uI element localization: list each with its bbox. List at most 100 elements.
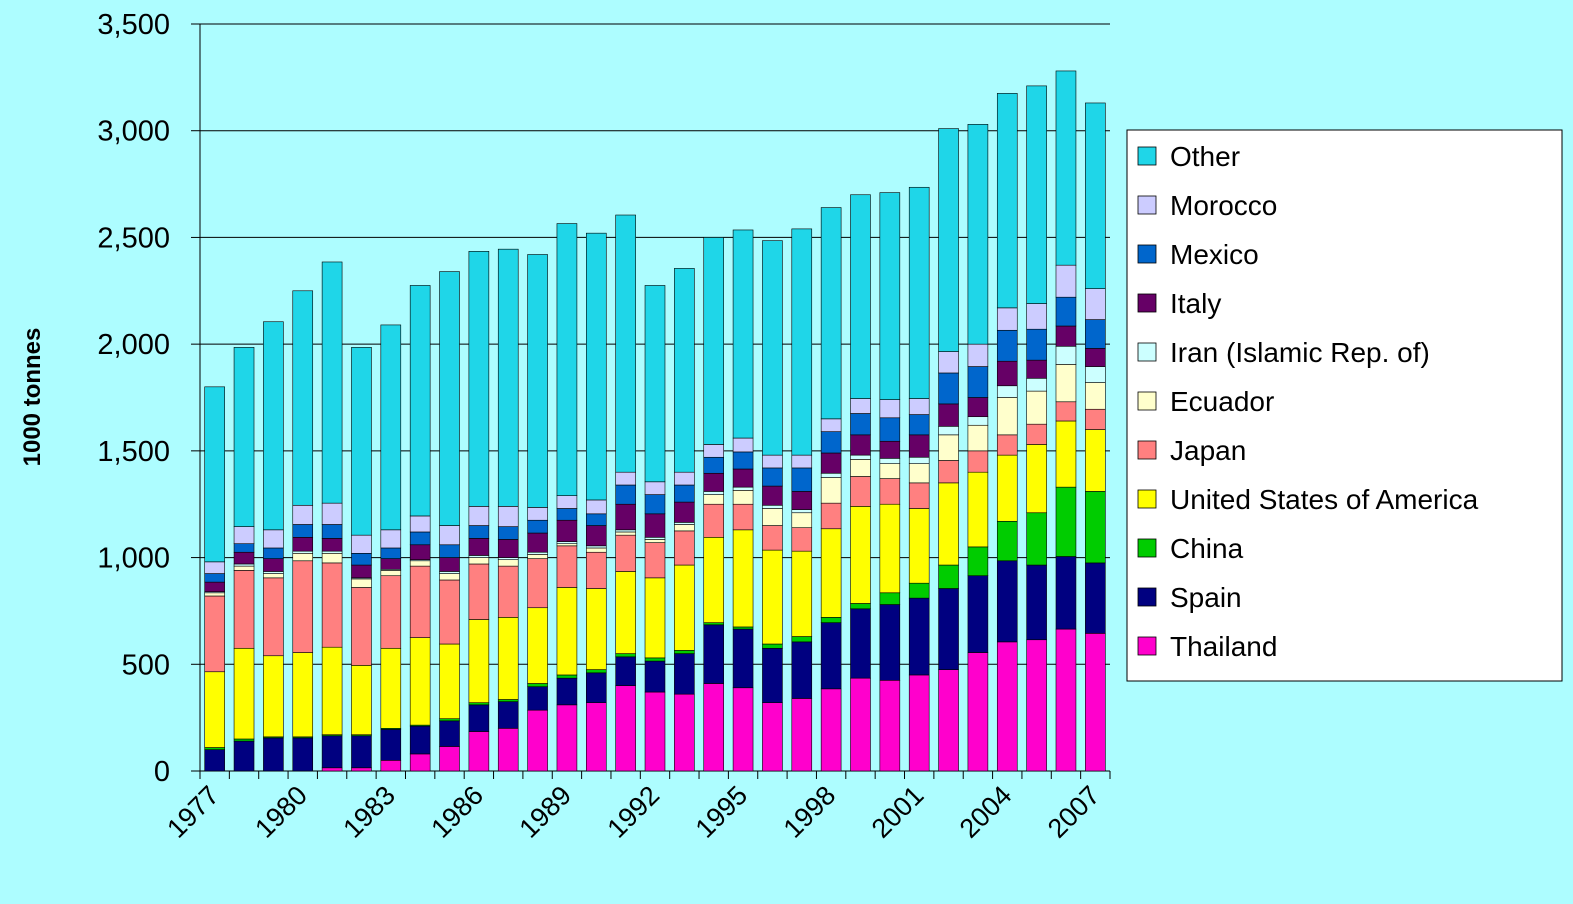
bar-segment <box>351 579 371 588</box>
x-tick-label: 2007 <box>1042 780 1106 844</box>
bar-segment <box>909 464 929 483</box>
legend-label: Japan <box>1170 435 1246 466</box>
bar-segment <box>410 561 430 566</box>
bar-segment <box>263 559 283 572</box>
bar-segment <box>1085 367 1105 383</box>
bar-segment <box>322 524 342 538</box>
bar-segment <box>293 553 313 560</box>
bar-segment <box>586 670 606 673</box>
bar-segment <box>674 531 694 565</box>
legend-swatch <box>1138 147 1156 165</box>
bar-segment <box>645 537 665 539</box>
x-tick-label: 1980 <box>249 780 313 844</box>
bar-segment <box>733 688 753 771</box>
bar-segment <box>939 670 959 771</box>
bar-segment <box>205 562 225 574</box>
bar-segment <box>939 404 959 426</box>
bar-segment <box>616 472 636 485</box>
bar-segment <box>381 576 401 649</box>
bar-segment <box>234 648 254 739</box>
bar-segment <box>263 548 283 559</box>
bar-segment <box>557 675 577 678</box>
y-tick-label: 2,500 <box>97 222 170 254</box>
bar-segment <box>733 629 753 688</box>
bar-segment <box>1085 633 1105 771</box>
bar-segment <box>968 344 988 366</box>
x-tick-label: 1986 <box>425 780 489 844</box>
bar-segment <box>410 532 430 545</box>
bar-segment <box>762 505 782 508</box>
x-tick-label: 1983 <box>337 780 401 844</box>
bar-segment <box>674 472 694 485</box>
bar-segment <box>645 658 665 661</box>
bar-segment <box>939 352 959 373</box>
bar-segment <box>263 322 283 530</box>
bar-segment <box>939 589 959 670</box>
bar-segment <box>762 486 782 505</box>
bar-segment <box>586 548 606 552</box>
bar-segment <box>968 124 988 344</box>
bar-segment <box>645 285 665 481</box>
bar-segment <box>440 746 460 771</box>
bar-segment <box>498 700 518 702</box>
bar-segment <box>410 726 430 754</box>
bar-segment <box>939 129 959 352</box>
bar-segment <box>498 558 518 560</box>
bar-segment <box>1056 326 1076 346</box>
bar-segment <box>586 546 606 548</box>
bar-segment <box>733 530 753 627</box>
bar-segment <box>293 738 313 771</box>
bar-segment <box>234 552 254 564</box>
bar-segment <box>381 325 401 530</box>
bar-segment <box>322 563 342 647</box>
x-tick-label: 1998 <box>778 780 842 844</box>
bar-segment <box>939 460 959 482</box>
bar-segment <box>939 435 959 461</box>
bar-segment <box>821 503 841 529</box>
bar-segment <box>381 530 401 548</box>
bar-segment <box>440 580 460 644</box>
bar-segment <box>1027 513 1047 565</box>
bar-segment <box>293 537 313 551</box>
bar-segment <box>909 583 929 598</box>
bar-segment <box>469 564 489 619</box>
bar-segment <box>704 491 724 494</box>
bar-segment <box>880 193 900 400</box>
legend-swatch <box>1138 294 1156 312</box>
bar-segment <box>381 760 401 771</box>
bar-segment <box>880 504 900 593</box>
bar-segment <box>997 386 1017 398</box>
bar-segment <box>851 399 871 414</box>
bar-segment <box>733 469 753 487</box>
bar-segment <box>440 545 460 558</box>
bar-segment <box>498 249 518 506</box>
bar-segment <box>674 522 694 524</box>
bar-segment <box>1056 364 1076 401</box>
bar-segment <box>469 619 489 702</box>
legend-label: Spain <box>1170 582 1242 613</box>
bar-segment <box>968 398 988 417</box>
bar-segment <box>880 400 900 418</box>
bar-segment <box>234 544 254 553</box>
bar-segment <box>586 233 606 500</box>
bar-segment <box>645 495 665 514</box>
bar-segment <box>322 538 342 551</box>
bar-segment <box>205 672 225 748</box>
bar-segment <box>733 490 753 504</box>
bar-segment <box>586 552 606 588</box>
legend-label: China <box>1170 533 1244 564</box>
bar-segment <box>498 566 518 617</box>
bar-segment <box>704 495 724 505</box>
bar-segment <box>469 538 489 555</box>
bar-segment <box>381 729 401 760</box>
bar-segment <box>440 721 460 747</box>
bar-segment <box>528 520 548 533</box>
bar-segment <box>528 554 548 558</box>
bar-segment <box>968 367 988 398</box>
bar-segment <box>880 458 900 463</box>
bar-segment <box>616 571 636 653</box>
bar-segment <box>1027 391 1047 424</box>
bar-segment <box>293 291 313 505</box>
bar-segment <box>528 683 548 686</box>
bar-segment <box>821 617 841 622</box>
